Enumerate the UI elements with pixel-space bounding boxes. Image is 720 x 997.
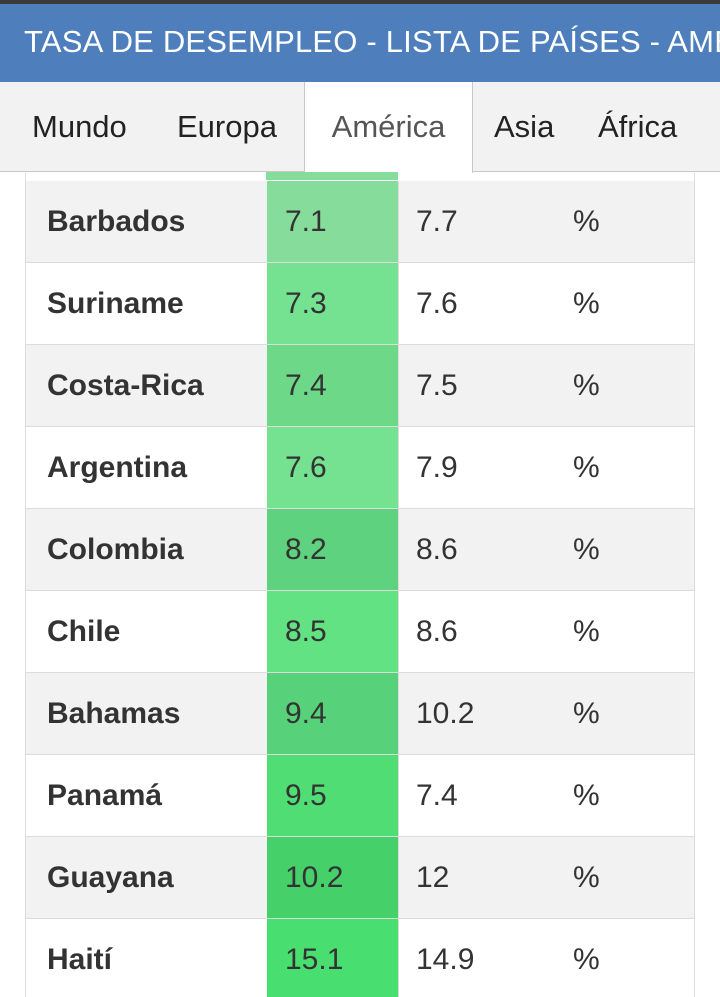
previous-rate: 7.7 [416, 205, 458, 238]
table-row[interactable]: Colombia 8.2 8.6% [26, 509, 694, 591]
country-name: Haití [47, 943, 113, 976]
country-name: Chile [47, 615, 121, 648]
previous-rate: 7.5 [416, 369, 458, 402]
table-row[interactable]: Chile 8.5 8.6% [26, 591, 694, 673]
unit-label: % [573, 287, 600, 320]
previous-rate: 7.6 [416, 287, 458, 320]
country-name: Costa-Rica [47, 369, 204, 402]
unemployment-rate: 7.6 [267, 427, 399, 508]
country-name: Colombia [47, 533, 184, 566]
previous-rate: 7.9 [416, 451, 458, 484]
unemployment-rate: 8.5 [267, 591, 399, 672]
unemployment-rate: 7.1 [267, 181, 399, 262]
unit-label: % [573, 779, 600, 812]
unit-label: % [573, 943, 600, 976]
tab-asia[interactable]: Asia [494, 109, 555, 144]
unit-label: % [573, 205, 600, 238]
table-row[interactable]: Costa-Rica 7.4 7.5% [26, 345, 694, 427]
unemployment-rate: 15.1 [267, 919, 399, 997]
unit-label: % [573, 697, 600, 730]
unemployment-rate: 10.2 [267, 837, 399, 918]
table-row[interactable]: Suriname 7.3 7.6% [26, 263, 694, 345]
rate-column-edge [266, 172, 398, 180]
tab-africa[interactable]: África [598, 109, 678, 144]
page-header: TASA DE DESEMPLEO - LISTA DE PAÍSES - AM… [0, 4, 720, 82]
previous-rate: 8.6 [416, 615, 458, 648]
page-title: TASA DE DESEMPLEO - LISTA DE PAÍSES - AM… [24, 24, 720, 59]
unemployment-table: Barbados 7.1 7.7% Suriname 7.3 7.6% Costa-Rica… [25, 173, 695, 997]
unemployment-rate: 9.4 [267, 673, 399, 754]
tab-america[interactable]: América [304, 82, 473, 173]
unemployment-rate: 7.4 [267, 345, 399, 426]
country-name: Barbados [47, 205, 186, 238]
unit-label: % [573, 533, 600, 566]
status-strip [0, 0, 720, 4]
unit-label: % [573, 861, 600, 894]
previous-rate: 14.9 [416, 943, 475, 976]
previous-rate: 10.2 [416, 697, 475, 730]
table-row[interactable]: Bahamas 9.4 10.2% [26, 673, 694, 755]
unemployment-rate: 7.3 [267, 263, 399, 344]
tab-europa[interactable]: Europa [177, 109, 277, 144]
table-row[interactable]: Barbados 7.1 7.7% [26, 181, 694, 263]
country-name: Suriname [47, 287, 184, 320]
country-name: Argentina [47, 451, 188, 484]
unemployment-rate: 8.2 [267, 509, 399, 590]
previous-rate: 12 [416, 861, 450, 894]
country-name: Bahamas [47, 697, 181, 730]
table-row[interactable]: Argentina 7.6 7.9% [26, 427, 694, 509]
unemployment-rate: 9.5 [267, 755, 399, 836]
previous-rate: 8.6 [416, 533, 458, 566]
unit-label: % [573, 369, 600, 402]
country-name: Panamá [47, 779, 163, 812]
unit-label: % [573, 615, 600, 648]
country-name: Guayana [47, 861, 174, 894]
region-tabs: Mundo Europa América Asia África [0, 82, 720, 173]
unit-label: % [573, 451, 600, 484]
tab-mundo[interactable]: Mundo [32, 109, 127, 144]
table-row[interactable]: Haití 15.1 14.9% [26, 919, 694, 997]
table-row[interactable]: Guayana 10.2 12% [26, 837, 694, 919]
previous-rate: 7.4 [416, 779, 458, 812]
table-row[interactable]: Panamá 9.5 7.4% [26, 755, 694, 837]
